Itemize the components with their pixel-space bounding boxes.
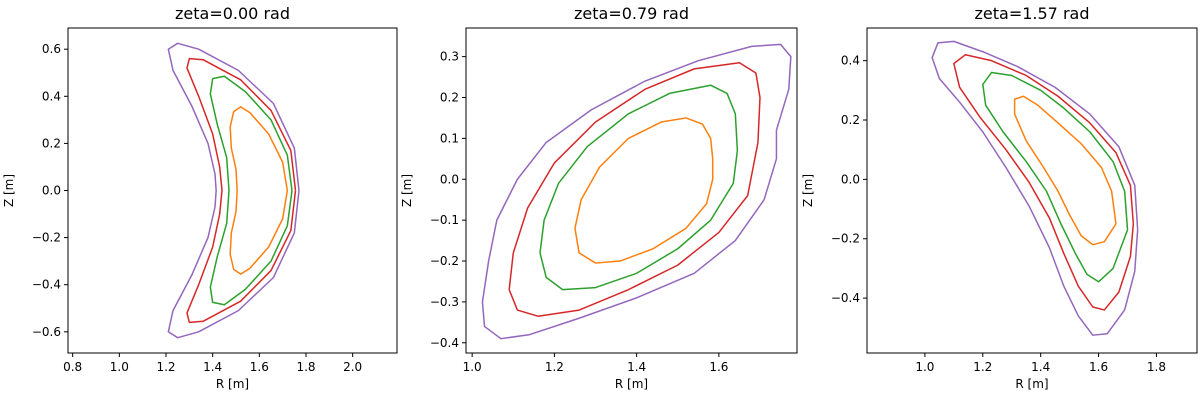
y-tick-label: −0.4 <box>32 278 61 292</box>
x-tick-label: 1.6 <box>709 360 728 374</box>
flux-surface-line-4 <box>167 42 300 339</box>
flux-surface-line-2 <box>209 75 293 306</box>
y-tick-label: −0.2 <box>32 231 61 245</box>
y-tick-label: 0.2 <box>440 90 459 104</box>
flux-surface-line-1 <box>229 106 289 275</box>
y-tick-label: 0.0 <box>841 172 860 186</box>
x-tick-label: 0.8 <box>63 360 82 374</box>
axes-frame <box>67 27 398 354</box>
flux-surface-line-2 <box>539 84 739 291</box>
flux-surface-line-2 <box>982 71 1129 283</box>
flux-surface-line-4 <box>481 43 792 340</box>
flux-surfaces <box>167 42 300 339</box>
y-tick-label: 0.1 <box>440 131 459 145</box>
y-tick-label: 0.4 <box>841 54 860 68</box>
x-tick-label: 1.8 <box>296 360 315 374</box>
y-tick-label: 0.2 <box>841 113 860 127</box>
x-axis-label: R [m] <box>216 377 249 391</box>
flux-surfaces <box>481 43 792 340</box>
y-tick-label: −0.3 <box>430 295 459 309</box>
x-tick-label: 1.6 <box>1089 360 1108 374</box>
y-axis-label: Z [m] <box>2 174 16 207</box>
y-tick-label: 0.2 <box>42 136 61 150</box>
flux-surface-line-3 <box>508 62 761 317</box>
x-tick-label: 1.4 <box>1031 360 1050 374</box>
y-tick-label: 0.0 <box>440 172 459 186</box>
y-tick-label: 0.0 <box>42 184 61 198</box>
y-tick-label: −0.2 <box>831 232 860 246</box>
x-tick-label: 1.4 <box>627 360 646 374</box>
flux-surfaces <box>931 40 1139 336</box>
x-tick-label: 1.0 <box>463 360 482 374</box>
y-tick-label: −0.1 <box>430 213 459 227</box>
y-axis-label: Z [m] <box>400 174 414 207</box>
axes-frame <box>866 27 1198 354</box>
x-tick-label: 2.0 <box>343 360 362 374</box>
flux-surface-line-1 <box>1013 95 1117 246</box>
subplot-title: zeta=0.00 rad <box>175 4 290 23</box>
x-axis-label: R [m] <box>615 377 648 391</box>
y-tick-label: 0.4 <box>42 89 61 103</box>
y-tick-label: 0.3 <box>440 50 459 64</box>
x-tick-label: 1.4 <box>203 360 222 374</box>
flux-surface-line-1 <box>574 117 714 264</box>
x-axis-label: R [m] <box>1015 377 1048 391</box>
y-tick-label: −0.4 <box>430 336 459 350</box>
subplot-title: zeta=0.79 rad <box>574 4 689 23</box>
x-tick-label: 1.6 <box>250 360 269 374</box>
subplot-1: 0.8 1.0 1.2 1.4 1.6 1.8 2.0 −0.6 −0.4 −0.2 0.0 0.2 0… <box>2 4 398 391</box>
subplot-title: zeta=1.57 rad <box>975 4 1090 23</box>
flux-surface-line-4 <box>931 40 1139 336</box>
x-tick-label: 1.0 <box>110 360 129 374</box>
flux-surface-line-3 <box>186 57 297 324</box>
flux-surface-line-3 <box>953 53 1135 311</box>
subplot-3: 1.0 1.2 1.4 1.6 1.8 −0.4 −0.2 0.0 0.2 0.4 zeta=1.5… <box>801 4 1198 391</box>
y-tick-label: −0.4 <box>831 291 860 305</box>
y-tick-label: −0.6 <box>32 325 61 339</box>
axes-frame <box>465 27 798 354</box>
x-tick-label: 1.0 <box>915 360 934 374</box>
x-tick-label: 1.2 <box>156 360 175 374</box>
x-tick-label: 1.2 <box>545 360 564 374</box>
y-tick-label: 0.6 <box>42 42 61 56</box>
y-axis-label: Z [m] <box>801 174 815 207</box>
x-tick-label: 1.8 <box>1147 360 1166 374</box>
y-tick-label: −0.2 <box>430 254 459 268</box>
subplot-2: 1.0 1.2 1.4 1.6 −0.4 −0.3 −0.2 −0.1 0.0 0.1 0.2 0.3… <box>400 4 798 391</box>
x-tick-label: 1.2 <box>973 360 992 374</box>
